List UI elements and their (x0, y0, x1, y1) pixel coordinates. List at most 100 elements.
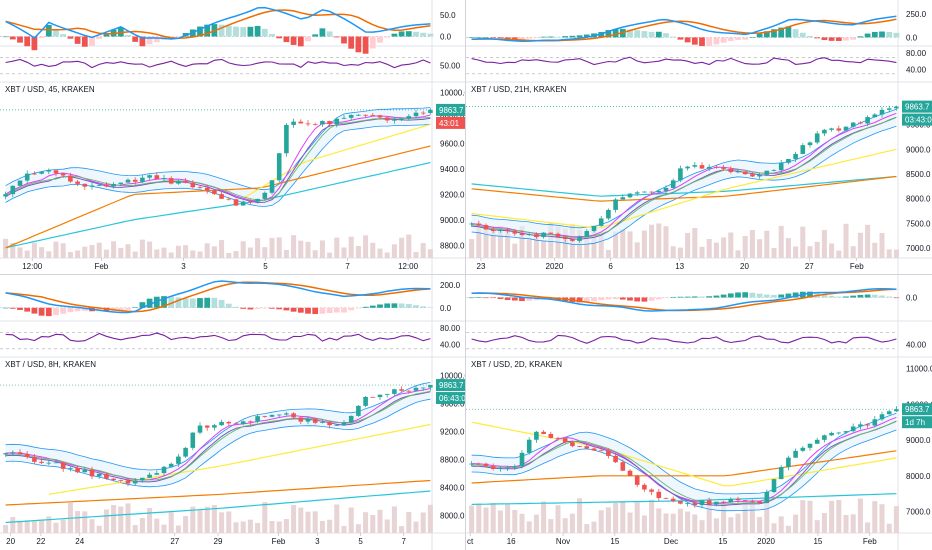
price-axis-label: 9000.0 (906, 436, 931, 445)
chart-panel-8h[interactable]: 200.0 0.0 80.00 40.00 XBT / USD, 8H, KRAKEN 1… (0, 275, 466, 550)
macd-histogram-bar (871, 31, 878, 38)
candle-body (613, 455, 618, 463)
candle-body (312, 124, 318, 126)
candle-body (858, 122, 863, 124)
volume-bar (879, 504, 885, 533)
candle-body (526, 234, 532, 236)
ema-cyan-line (471, 175, 897, 197)
macd-histogram-bar (348, 36, 355, 49)
candle-body (413, 387, 419, 391)
volume-bar (399, 526, 405, 533)
volume-bar (391, 506, 397, 533)
volume-bar (53, 522, 59, 533)
macd-histogram-bar (763, 31, 770, 38)
chart-svg[interactable]: 200.0 0.0 80.00 40.00 XBT / USD, 8H, KRAKEN 1… (0, 275, 466, 550)
volume-bar (469, 239, 475, 258)
candle-body (721, 167, 726, 169)
candle-body (406, 390, 412, 392)
candle-body (348, 415, 354, 423)
volume-bar (168, 512, 174, 533)
volume-bar (692, 227, 698, 258)
macd-histogram-bar (835, 296, 842, 298)
volume-bar (605, 507, 611, 533)
macd-histogram-bar (333, 307, 340, 313)
price-axis-label: 8800.0 (440, 456, 465, 465)
macd-histogram-bar (886, 31, 893, 38)
macd-histogram-bar (377, 36, 383, 43)
candle-body (428, 385, 433, 388)
candle-body (692, 165, 698, 167)
time-axis-label: ct (467, 537, 474, 546)
price-axis-label: 8800.0 (440, 241, 465, 250)
bar-countdown-value: 06:43:03 (439, 394, 466, 403)
volume-bar (89, 519, 95, 533)
macd-histogram-bar (398, 31, 405, 37)
candle-body (248, 421, 253, 423)
volume-bar (577, 498, 583, 533)
candle-body (850, 426, 856, 432)
macd-histogram-bar (727, 37, 734, 42)
volume-bar (363, 235, 369, 258)
volume-bar (886, 523, 892, 533)
time-axis-label: 20 (6, 537, 15, 546)
candle-body (829, 128, 834, 130)
chart-svg[interactable]: 250.0 0.0 80.00 40.00 XBT / USD, 21H, KRAKEN… (466, 0, 932, 275)
candle-body (96, 184, 102, 186)
bar-countdown-badge (436, 392, 466, 405)
candle-body (168, 463, 174, 467)
candle-body (204, 187, 210, 191)
macd-histogram-bar (648, 31, 655, 38)
volume-bar (541, 240, 547, 258)
macd-histogram-bar (850, 295, 857, 298)
macd-histogram-bar (843, 37, 849, 41)
candle-body (3, 453, 8, 455)
macd-histogram-bar (341, 307, 347, 313)
volume-bar (391, 244, 397, 258)
macd-histogram-bar (67, 307, 74, 313)
candle-body (226, 421, 232, 424)
macd-histogram-bar (53, 29, 59, 37)
volume-bar (60, 243, 66, 258)
candle-body (656, 491, 662, 498)
candle-body (320, 422, 325, 423)
candle-body (721, 501, 726, 503)
candle-body (562, 438, 568, 443)
chart-panel-21h[interactable]: 250.0 0.0 80.00 40.00 XBT / USD, 21H, KRAKEN… (466, 0, 932, 275)
macd-histogram-bar (290, 36, 297, 45)
candle-body (829, 432, 834, 436)
chart-panel-45m[interactable]: 50.0 0.0 50.00 XBT / USD, 45, KRAKEN 10000.0… (0, 0, 466, 275)
macd-histogram-bar (398, 303, 405, 308)
volume-bar (139, 239, 145, 258)
last-price-value: 9863.7 (439, 106, 464, 115)
volume-bar (377, 248, 383, 258)
macd-histogram-bar (38, 307, 45, 316)
candle-body (670, 180, 676, 188)
chart-svg[interactable]: 50.0 0.0 50.00 XBT / USD, 45, KRAKEN 10000.0… (0, 0, 466, 275)
candle-body (147, 175, 152, 178)
volume-bar (490, 503, 496, 533)
candle-body (822, 435, 827, 440)
macd-histogram-bar (778, 294, 785, 298)
candle-body (498, 467, 503, 469)
macd-histogram-bar (362, 36, 369, 54)
candle-body (534, 234, 539, 238)
volume-bar (67, 252, 73, 258)
macd-axis-label: 0.0 (440, 33, 452, 42)
candle-body (476, 463, 482, 465)
macd-histogram-bar (197, 298, 203, 308)
rsi-axis-label: 80.00 (906, 49, 927, 58)
candle-body (858, 424, 863, 427)
macd-histogram-bar (749, 37, 756, 38)
volume-bar (778, 516, 784, 533)
ma-green-line (471, 420, 897, 505)
candle-body (642, 484, 647, 490)
candle-body (512, 230, 518, 234)
rsi-axis-label: 40.00 (906, 66, 927, 75)
macd-histogram-bar (81, 36, 88, 47)
candle-body (570, 238, 575, 241)
macd-histogram-bar (670, 36, 677, 38)
macd-histogram-bar (519, 297, 525, 302)
macd-histogram-bar (413, 305, 419, 308)
